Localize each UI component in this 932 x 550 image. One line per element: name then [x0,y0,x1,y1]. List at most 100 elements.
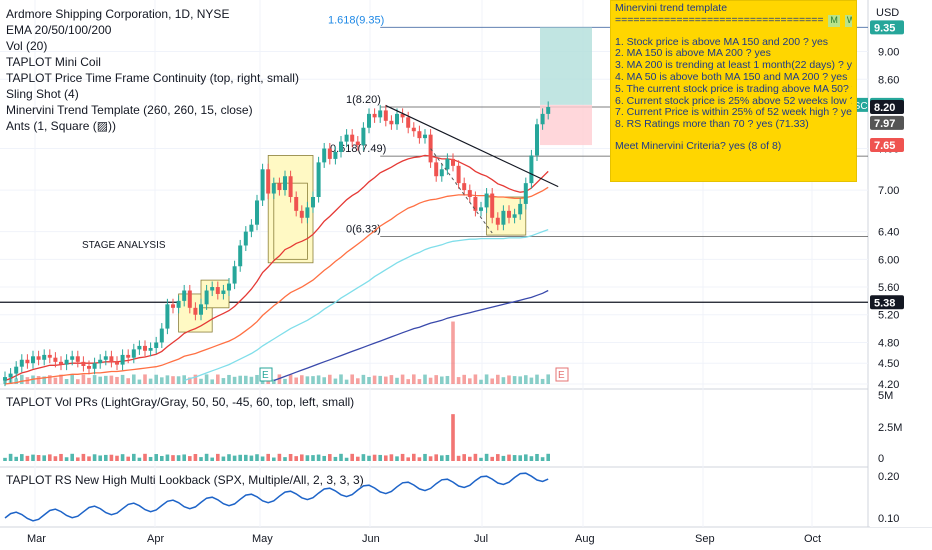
volume-bar-relative [277,453,282,461]
volume-bar [137,379,142,384]
candle-body [87,365,91,369]
volume-bar [389,375,394,384]
price-tag [870,115,904,130]
minervini-rule: ================================== M W D [615,14,852,27]
legend-mini-coil[interactable]: TAPLOT Mini Coil [6,55,101,69]
volume-bar [328,374,332,384]
volume-bar-relative [535,453,539,461]
volume-bar [372,375,377,384]
candle-body [283,176,287,191]
volume-bar-relative [540,457,545,461]
criteria-item: 8. RS Ratings more than 70 ? yes (71.33) [615,119,809,131]
volume-bar-relative [328,454,332,461]
price-axis-label: 8.60 [878,74,899,86]
volume-bar-relative [42,455,46,461]
volume-bar [540,378,545,384]
volume-bar [182,375,186,384]
volume-bar-relative [25,455,30,461]
legend-minervini[interactable]: Minervini Trend Template (260, 260, 15, … [6,103,253,117]
candle-body [154,342,159,348]
legend-vol[interactable]: Vol (20) [6,39,48,53]
volume-bar [199,378,203,384]
candle-body [339,141,343,152]
candle-body [187,290,192,308]
price-tag-label: 7.97 [874,118,895,130]
volume-bar-relative [473,453,478,461]
volume-bar [384,376,388,384]
volume-bar [428,377,433,384]
volume-bar-relative [193,454,198,461]
candle-body [126,354,131,358]
volume-bar [350,374,354,384]
volume-bar [322,377,326,384]
volume-bar [490,378,494,384]
candle-body [535,124,539,156]
mini-coil-boxes [178,155,527,333]
volume-bar-relative [244,454,248,461]
volume-bar-relative [137,457,142,461]
volume-bar-relative [400,453,405,461]
ema-line-ema-50 [4,186,549,385]
volume-bar-relative [48,454,52,461]
volume-bar-relative [384,455,388,461]
volume-bar-relative [182,454,186,461]
volume-bar [171,376,175,384]
volume-bar-relative [406,457,410,461]
candle-body [238,245,243,267]
volume-bar-relative [20,454,24,461]
ema-line-ema-20 [4,154,549,382]
candle-body [529,155,534,184]
volume-bar [288,374,293,384]
volume-bar-relative [428,456,433,461]
volume-bar [316,375,321,384]
volume-bar-relative [154,454,158,461]
candle-body [255,200,259,225]
price-tag [870,295,904,310]
candle-body [271,183,276,194]
legend-sling-shot[interactable]: Sling Shot (4) [6,87,79,101]
asc-tag-label: ASC [847,101,868,112]
time-axis-label: Oct [804,533,821,545]
volume-bar-relative [115,455,119,461]
volume-bar-relative [496,454,500,461]
legend-ants[interactable]: Ants (1, Square (▨)) [6,119,117,133]
legend-ptfc[interactable]: TAPLOT Price Time Frame Continuity (top,… [6,71,299,85]
volume-bar-relative [216,453,220,461]
candle-body [36,356,41,360]
volume-bar [20,374,24,384]
volume-bar [120,374,125,384]
volume-bar [87,377,91,384]
rs-panel-legend[interactable]: TAPLOT RS New High Multi Lookback (SPX, … [6,473,364,487]
time-axis-label: Jul [474,533,488,545]
price-axis-label: 4.80 [878,337,899,349]
criteria-item: 2. MA 150 is above MA 200 ? yes [615,48,771,60]
volume-bar [48,375,52,384]
volume-axis-label: 5M [878,390,893,402]
volume-bar [395,377,399,384]
volume-panel-legend[interactable]: TAPLOT Vol PRs (LightGray/Gray, 50, 50, … [6,395,355,409]
candle-body [53,357,58,362]
earnings-label: E [262,370,269,381]
volume-bar-relative [395,456,399,461]
volume-bar [204,374,209,384]
volume-bar-relative [333,456,338,461]
volume-bar [361,374,366,384]
candle-body [434,162,439,177]
volume-bar [518,376,522,384]
volume-bar [160,377,164,384]
candle-body [344,134,349,142]
candle-body [512,214,517,218]
chart-title[interactable]: Ardmore Shipping Corporation, 1D, NYSE [6,7,230,21]
candle-body [120,354,125,365]
candle-body [277,183,282,191]
volume-bar [333,378,338,384]
volume-bar [59,374,63,384]
volume-bar [417,379,422,384]
volume-bar [507,375,511,384]
volume-bar-relative [300,454,304,461]
volume-bar-relative [294,456,298,461]
price-tag [870,138,904,153]
legend-ema[interactable]: EMA 20/50/100/200 [6,23,112,37]
